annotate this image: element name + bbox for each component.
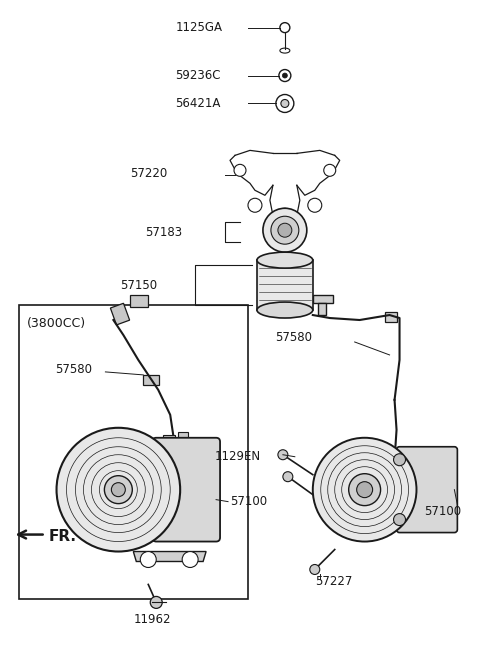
FancyBboxPatch shape — [396, 447, 457, 532]
Bar — [384, 312, 396, 322]
Bar — [19, 305, 248, 600]
Bar — [257, 260, 313, 310]
Circle shape — [234, 164, 246, 177]
Text: 57100: 57100 — [424, 505, 462, 518]
Text: 1129EN: 1129EN — [215, 450, 261, 463]
Text: 56421A: 56421A — [175, 97, 221, 110]
Text: (3800CC): (3800CC) — [26, 317, 86, 330]
Circle shape — [357, 481, 372, 498]
FancyBboxPatch shape — [152, 438, 220, 542]
Bar — [313, 295, 333, 303]
Bar — [178, 432, 188, 444]
Circle shape — [271, 216, 299, 244]
Text: 57580: 57580 — [56, 364, 93, 377]
Text: 57220: 57220 — [130, 167, 168, 180]
Circle shape — [278, 223, 292, 237]
Bar — [110, 303, 130, 325]
Circle shape — [283, 472, 293, 481]
Polygon shape — [133, 551, 206, 562]
Circle shape — [150, 596, 162, 608]
Circle shape — [394, 513, 406, 526]
Circle shape — [248, 198, 262, 213]
Text: 11962: 11962 — [133, 613, 171, 626]
Circle shape — [111, 483, 125, 496]
Circle shape — [140, 551, 156, 568]
Circle shape — [282, 73, 288, 78]
Circle shape — [280, 208, 290, 218]
Text: 57580: 57580 — [275, 332, 312, 345]
Bar — [318, 303, 326, 315]
Text: 1125GA: 1125GA — [175, 21, 222, 34]
Text: 57150: 57150 — [120, 279, 157, 292]
Circle shape — [281, 99, 289, 107]
Ellipse shape — [294, 226, 306, 234]
Text: FR.: FR. — [48, 529, 76, 544]
Text: 57183: 57183 — [145, 226, 182, 239]
Bar — [163, 435, 175, 445]
Circle shape — [313, 438, 417, 542]
Circle shape — [182, 551, 198, 568]
Circle shape — [348, 473, 381, 506]
Circle shape — [104, 475, 132, 504]
Text: 57100: 57100 — [230, 495, 267, 508]
Circle shape — [394, 454, 406, 466]
Circle shape — [263, 208, 307, 252]
Circle shape — [308, 198, 322, 213]
Circle shape — [57, 428, 180, 551]
Bar — [387, 500, 399, 508]
Text: 57227: 57227 — [315, 575, 352, 588]
Ellipse shape — [264, 226, 276, 234]
Circle shape — [324, 164, 336, 177]
Bar — [130, 295, 148, 307]
Ellipse shape — [257, 252, 313, 268]
Ellipse shape — [257, 302, 313, 318]
Circle shape — [278, 450, 288, 460]
Circle shape — [310, 564, 320, 574]
Bar — [144, 375, 159, 385]
Text: 59236C: 59236C — [175, 69, 221, 82]
